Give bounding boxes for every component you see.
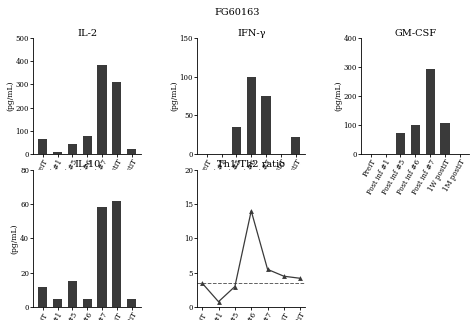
Bar bbox=[127, 149, 136, 154]
Y-axis label: (pg/mL): (pg/mL) bbox=[170, 81, 178, 111]
Bar bbox=[38, 287, 47, 307]
Y-axis label: (pg/mL): (pg/mL) bbox=[334, 81, 342, 111]
Bar bbox=[127, 299, 136, 307]
Bar bbox=[232, 127, 241, 154]
Bar bbox=[97, 207, 107, 307]
Bar bbox=[112, 201, 121, 307]
Title: IL-2: IL-2 bbox=[77, 28, 97, 38]
Bar bbox=[440, 123, 449, 154]
Y-axis label: (pg/mL): (pg/mL) bbox=[6, 81, 14, 111]
Bar bbox=[82, 299, 92, 307]
Bar bbox=[82, 136, 92, 154]
Text: FG60163: FG60163 bbox=[214, 8, 260, 17]
Title: IL-10: IL-10 bbox=[74, 160, 100, 169]
Bar bbox=[68, 144, 77, 154]
Bar bbox=[38, 139, 47, 154]
Bar bbox=[426, 68, 435, 154]
Bar bbox=[262, 96, 271, 154]
Bar bbox=[291, 137, 301, 154]
Bar bbox=[396, 133, 405, 154]
Bar bbox=[112, 82, 121, 154]
Bar bbox=[246, 77, 256, 154]
Bar bbox=[410, 125, 420, 154]
Y-axis label: (pg/mL): (pg/mL) bbox=[10, 223, 18, 254]
Bar bbox=[53, 299, 62, 307]
Title: GM-CSF: GM-CSF bbox=[394, 28, 437, 38]
Bar bbox=[53, 152, 62, 154]
Title: IFN-γ: IFN-γ bbox=[237, 28, 265, 38]
Bar bbox=[68, 281, 77, 307]
Title: Th1/Th2 ratio: Th1/Th2 ratio bbox=[217, 160, 285, 169]
Bar bbox=[97, 65, 107, 154]
